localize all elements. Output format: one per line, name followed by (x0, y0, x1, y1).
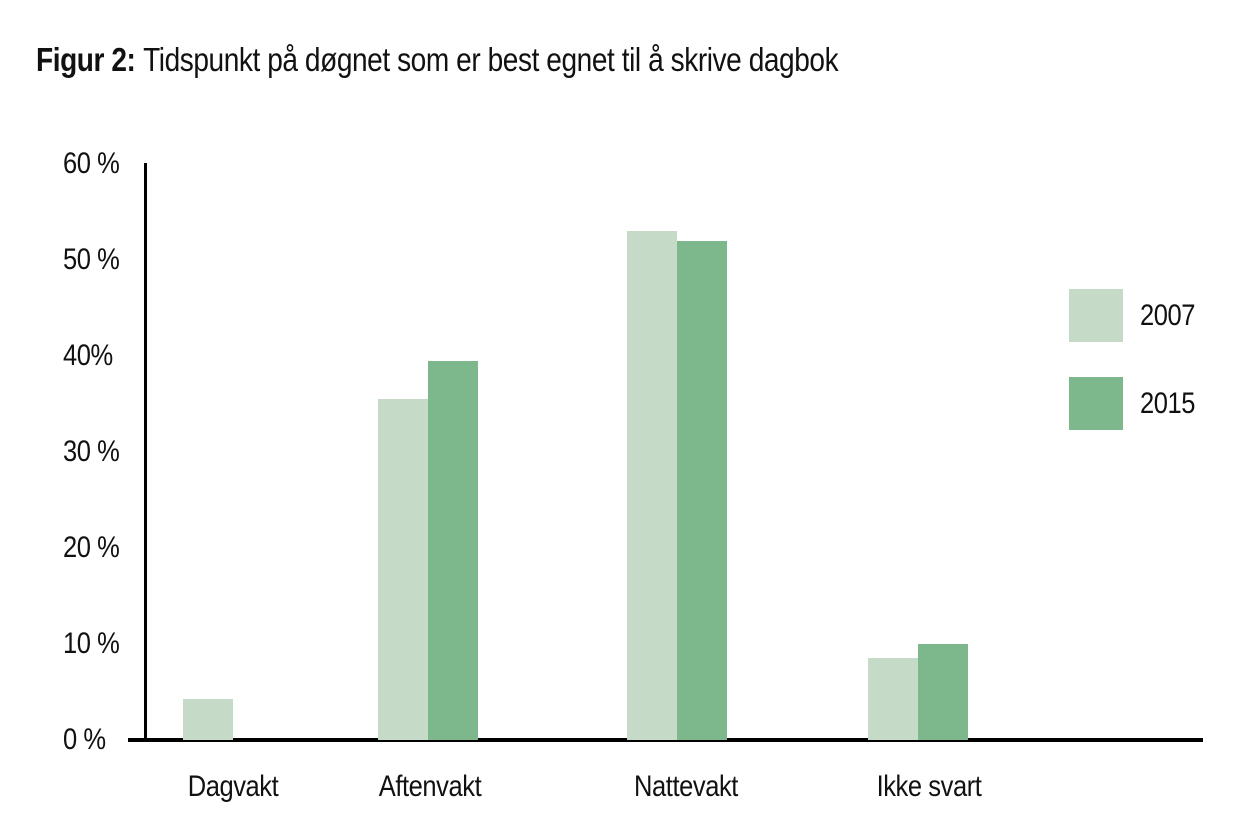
bar-2007-dagvakt (183, 699, 233, 740)
y-tick-label: 50 % (63, 243, 120, 276)
legend-label-2007: 2007 (1140, 298, 1196, 332)
y-tick-label: 40% (63, 339, 113, 372)
x-category-label: Aftenvakt (378, 770, 482, 803)
bar-2007-ikke-svart (868, 658, 918, 740)
bar-2015-ikke-svart (918, 644, 968, 740)
legend-label-2015: 2015 (1140, 386, 1196, 420)
y-axis-line (144, 163, 147, 742)
legend-swatch-2015 (1069, 377, 1123, 430)
y-tick-label: 0 % (63, 723, 106, 756)
figure-caption: Tidspunkt på døgnet som er best egnet ti… (143, 41, 839, 78)
legend: 2007 2015 (1069, 289, 1249, 434)
y-tick-label: 10 % (63, 627, 120, 660)
y-tick-label: 30 % (63, 435, 120, 468)
figure-title: Figur 2: Tidspunkt på døgnet som er best … (36, 41, 839, 78)
bar-2007-aftenvakt (378, 399, 428, 740)
bar-2015-nattevakt (677, 241, 727, 740)
legend-item-2007: 2007 (1069, 289, 1205, 342)
figure-number: Figur 2: (36, 41, 136, 78)
bar-2015-aftenvakt (428, 361, 478, 740)
x-category-label: Ikke svart (876, 770, 982, 803)
legend-swatch-2007 (1069, 289, 1123, 342)
y-tick-label: 60 % (63, 147, 120, 180)
x-axis-line (128, 738, 1203, 742)
y-tick-label: 20 % (63, 531, 120, 564)
bar-2007-nattevakt (627, 231, 677, 740)
x-category-label: Nattevakt (634, 770, 738, 803)
legend-item-2015: 2015 (1069, 377, 1205, 430)
x-category-label: Dagvakt (187, 770, 279, 803)
